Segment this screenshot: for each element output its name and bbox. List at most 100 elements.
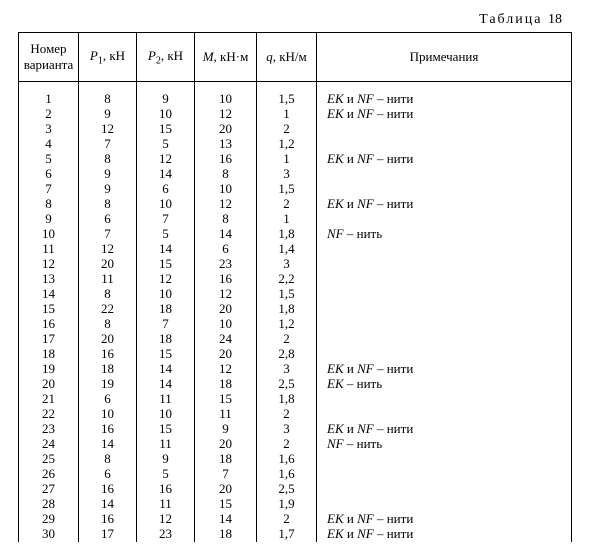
cell-p2: 10 — [137, 287, 195, 302]
cell-q: 2,8 — [257, 347, 317, 362]
cell-m: 12 — [195, 107, 257, 122]
cell-note — [317, 482, 572, 497]
cell-p1: 16 — [79, 347, 137, 362]
cell-variant: 6 — [19, 167, 79, 182]
cell-m: 14 — [195, 512, 257, 527]
cell-p2: 14 — [137, 242, 195, 257]
cell-m: 18 — [195, 527, 257, 542]
cell-variant: 29 — [19, 512, 79, 527]
data-table: Номер варианта P1, кН P2, кН M, кН·м q, … — [18, 32, 572, 542]
table-row: 475131,2 — [19, 137, 572, 152]
cell-p2: 23 — [137, 527, 195, 542]
cell-note — [317, 182, 572, 197]
cell-m: 8 — [195, 167, 257, 182]
cell-variant: 1 — [19, 92, 79, 107]
cell-p1: 22 — [79, 302, 137, 317]
cell-variant: 12 — [19, 257, 79, 272]
cell-m: 10 — [195, 317, 257, 332]
cell-p1: 8 — [79, 152, 137, 167]
cell-m: 9 — [195, 422, 257, 437]
cell-variant: 8 — [19, 197, 79, 212]
cell-m: 24 — [195, 332, 257, 347]
table-row: 241411202NF – нить — [19, 437, 572, 452]
cell-note — [317, 302, 572, 317]
cell-q: 1,8 — [257, 392, 317, 407]
cell-m: 13 — [195, 137, 257, 152]
cell-p1: 14 — [79, 497, 137, 512]
cell-m: 6 — [195, 242, 257, 257]
cell-p2: 11 — [137, 437, 195, 452]
cell-q: 2 — [257, 512, 317, 527]
cell-p1: 16 — [79, 482, 137, 497]
cell-q: 1,9 — [257, 497, 317, 512]
cell-note: EK и NF – нити — [317, 197, 572, 212]
cell-note — [317, 122, 572, 137]
table-row: 2589181,6 — [19, 452, 572, 467]
cell-variant: 17 — [19, 332, 79, 347]
cell-p1: 12 — [79, 122, 137, 137]
cell-variant: 3 — [19, 122, 79, 137]
cell-p2: 7 — [137, 212, 195, 227]
table-row: 1687101,2 — [19, 317, 572, 332]
cell-p1: 19 — [79, 377, 137, 392]
cell-variant: 21 — [19, 392, 79, 407]
cell-p1: 8 — [79, 92, 137, 107]
cell-m: 7 — [195, 467, 257, 482]
cell-q: 1 — [257, 152, 317, 167]
cell-variant: 15 — [19, 302, 79, 317]
cell-m: 15 — [195, 392, 257, 407]
cell-p2: 14 — [137, 377, 195, 392]
cell-p2: 10 — [137, 407, 195, 422]
cell-m: 18 — [195, 452, 257, 467]
table-row: 1075141,8NF – нить — [19, 227, 572, 242]
cell-m: 10 — [195, 92, 257, 107]
table-row: 122015233 — [19, 257, 572, 272]
cell-p2: 11 — [137, 392, 195, 407]
cell-q: 1 — [257, 107, 317, 122]
cell-p2: 14 — [137, 362, 195, 377]
cell-note — [317, 257, 572, 272]
cell-q: 2 — [257, 437, 317, 452]
cell-p2: 12 — [137, 272, 195, 287]
cell-p1: 6 — [79, 392, 137, 407]
cell-variant: 19 — [19, 362, 79, 377]
table-row: 181615202,8 — [19, 347, 572, 362]
cell-p1: 6 — [79, 212, 137, 227]
cell-note — [317, 317, 572, 332]
cell-m: 11 — [195, 407, 257, 422]
cell-p1: 10 — [79, 407, 137, 422]
col-header-variant: Номер варианта — [19, 33, 79, 82]
col-header-notes: Примечания — [317, 33, 572, 82]
table-caption: Таблица 18 — [18, 12, 572, 28]
cell-p2: 5 — [137, 137, 195, 152]
cell-note: EK и NF – нити — [317, 107, 572, 122]
cell-note — [317, 137, 572, 152]
cell-note — [317, 467, 572, 482]
cell-p1: 9 — [79, 182, 137, 197]
table-row: 8810122EK и NF – нити — [19, 197, 572, 212]
cell-note: EK и NF – нити — [317, 527, 572, 542]
cell-q: 3 — [257, 167, 317, 182]
cell-p2: 12 — [137, 152, 195, 167]
cell-variant: 24 — [19, 437, 79, 452]
cell-variant: 25 — [19, 452, 79, 467]
table-row: 96781 — [19, 212, 572, 227]
cell-p1: 16 — [79, 422, 137, 437]
cell-variant: 7 — [19, 182, 79, 197]
cell-q: 1,2 — [257, 137, 317, 152]
cell-p2: 11 — [137, 497, 195, 512]
cell-note — [317, 407, 572, 422]
cell-m: 16 — [195, 272, 257, 287]
cell-note: NF – нить — [317, 227, 572, 242]
cell-note: EK и NF – нити — [317, 362, 572, 377]
cell-m: 20 — [195, 347, 257, 362]
cell-note — [317, 497, 572, 512]
cell-q: 2,5 — [257, 377, 317, 392]
cell-note — [317, 347, 572, 362]
cell-note — [317, 272, 572, 287]
cell-m: 8 — [195, 212, 257, 227]
cell-p1: 20 — [79, 257, 137, 272]
cell-note: EK и NF – нити — [317, 92, 572, 107]
cell-p2: 5 — [137, 467, 195, 482]
cell-variant: 13 — [19, 272, 79, 287]
